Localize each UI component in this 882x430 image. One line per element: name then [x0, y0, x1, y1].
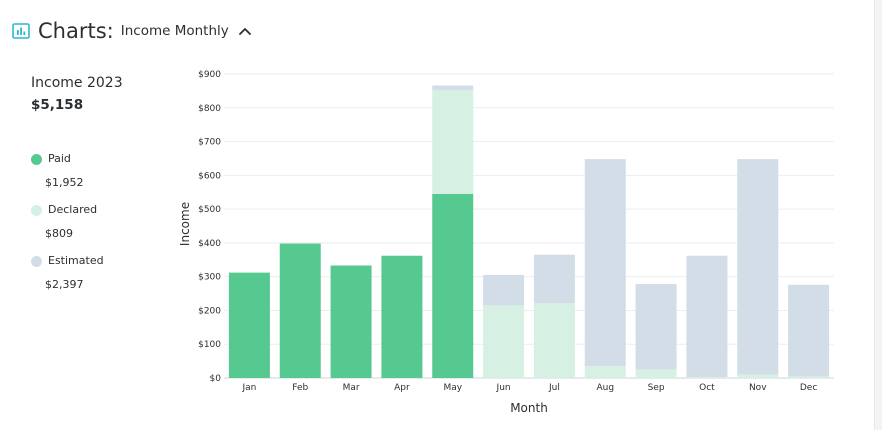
bar-declared-jun[interactable] — [483, 305, 525, 378]
legend-label-declared: Declared — [48, 203, 98, 216]
bar-declared-oct[interactable] — [686, 377, 728, 378]
legend-dot-declared — [31, 205, 42, 216]
income-summary: Income 2023 $5,158 — [31, 75, 171, 113]
legend-amount-declared: $809 — [45, 227, 73, 240]
bar-declared-nov[interactable] — [737, 374, 779, 378]
legend-label-estimated: Estimated — [48, 254, 104, 267]
y-tick-label: $200 — [198, 306, 221, 316]
bar-estimated-jun[interactable] — [483, 274, 525, 306]
income-total: $5,158 — [31, 97, 84, 113]
legend-item-estimated[interactable]: Estimated $2,397 — [31, 254, 171, 305]
bar-declared-may[interactable] — [432, 89, 474, 194]
y-tick-label: $300 — [198, 273, 221, 283]
income-year-label: Income 2023 — [31, 75, 123, 91]
bar-paid-mar[interactable] — [330, 265, 372, 378]
bar-paid-jan[interactable] — [228, 272, 270, 378]
legend-dot-estimated — [31, 256, 42, 267]
x-tick-label: Feb — [292, 383, 308, 393]
y-tick-label: $500 — [198, 205, 221, 215]
bar-declared-jul[interactable] — [533, 303, 575, 378]
x-tick-label: Oct — [699, 383, 715, 393]
y-tick-label: $400 — [198, 239, 221, 249]
bar-chart-icon — [12, 23, 30, 39]
x-tick-label: Jun — [496, 383, 511, 393]
y-tick-label: $0 — [210, 374, 222, 384]
y-tick-label: $600 — [198, 171, 221, 181]
x-tick-label: Mar — [343, 383, 360, 393]
y-tick-label: $700 — [198, 138, 221, 148]
x-tick-label: Aug — [596, 383, 614, 393]
bar-estimated-dec[interactable] — [788, 284, 830, 377]
bar-declared-sep[interactable] — [635, 369, 677, 378]
bar-estimated-may[interactable] — [432, 85, 474, 90]
bar-estimated-oct[interactable] — [686, 255, 728, 378]
x-tick-label: May — [443, 383, 462, 393]
y-axis-title: Income — [178, 202, 192, 246]
chart-view-selector[interactable]: Income Monthly — [121, 23, 252, 39]
charts-header: Charts: Income Monthly — [12, 16, 252, 46]
x-tick-label: Nov — [749, 383, 767, 393]
legend-item-paid[interactable]: Paid $1,952 — [31, 152, 171, 203]
legend-item-declared[interactable]: Declared $809 — [31, 203, 171, 254]
bar-paid-feb[interactable] — [279, 243, 321, 378]
x-tick-label: Dec — [800, 383, 817, 393]
bar-declared-aug[interactable] — [584, 366, 626, 378]
bar-estimated-nov[interactable] — [737, 159, 779, 375]
chevron-up-icon — [238, 28, 251, 35]
bar-estimated-aug[interactable] — [584, 159, 626, 367]
x-tick-label: Sep — [648, 383, 665, 393]
y-tick-label: $100 — [198, 340, 221, 350]
bar-declared-dec[interactable] — [788, 376, 830, 378]
legend-amount-estimated: $2,397 — [45, 278, 84, 291]
x-tick-label: Jul — [548, 383, 560, 393]
bar-paid-may[interactable] — [432, 193, 474, 378]
legend-label-paid: Paid — [48, 152, 71, 165]
chart-legend: Paid $1,952 Declared $809 Estimated $2,3… — [31, 152, 171, 305]
x-axis-title: Month — [510, 401, 548, 415]
chart-view-label: Income Monthly — [120, 23, 229, 39]
bar-estimated-jul[interactable] — [533, 254, 575, 304]
y-tick-label: $900 — [198, 70, 221, 80]
y-tick-label: $800 — [198, 104, 221, 114]
bar-estimated-sep[interactable] — [635, 284, 677, 370]
x-tick-label: Apr — [394, 383, 410, 393]
legend-amount-paid: $1,952 — [45, 176, 84, 189]
bar-paid-apr[interactable] — [381, 255, 423, 378]
charts-title: Charts: — [38, 19, 114, 43]
x-tick-label: Jan — [241, 383, 256, 393]
legend-dot-paid — [31, 154, 42, 165]
